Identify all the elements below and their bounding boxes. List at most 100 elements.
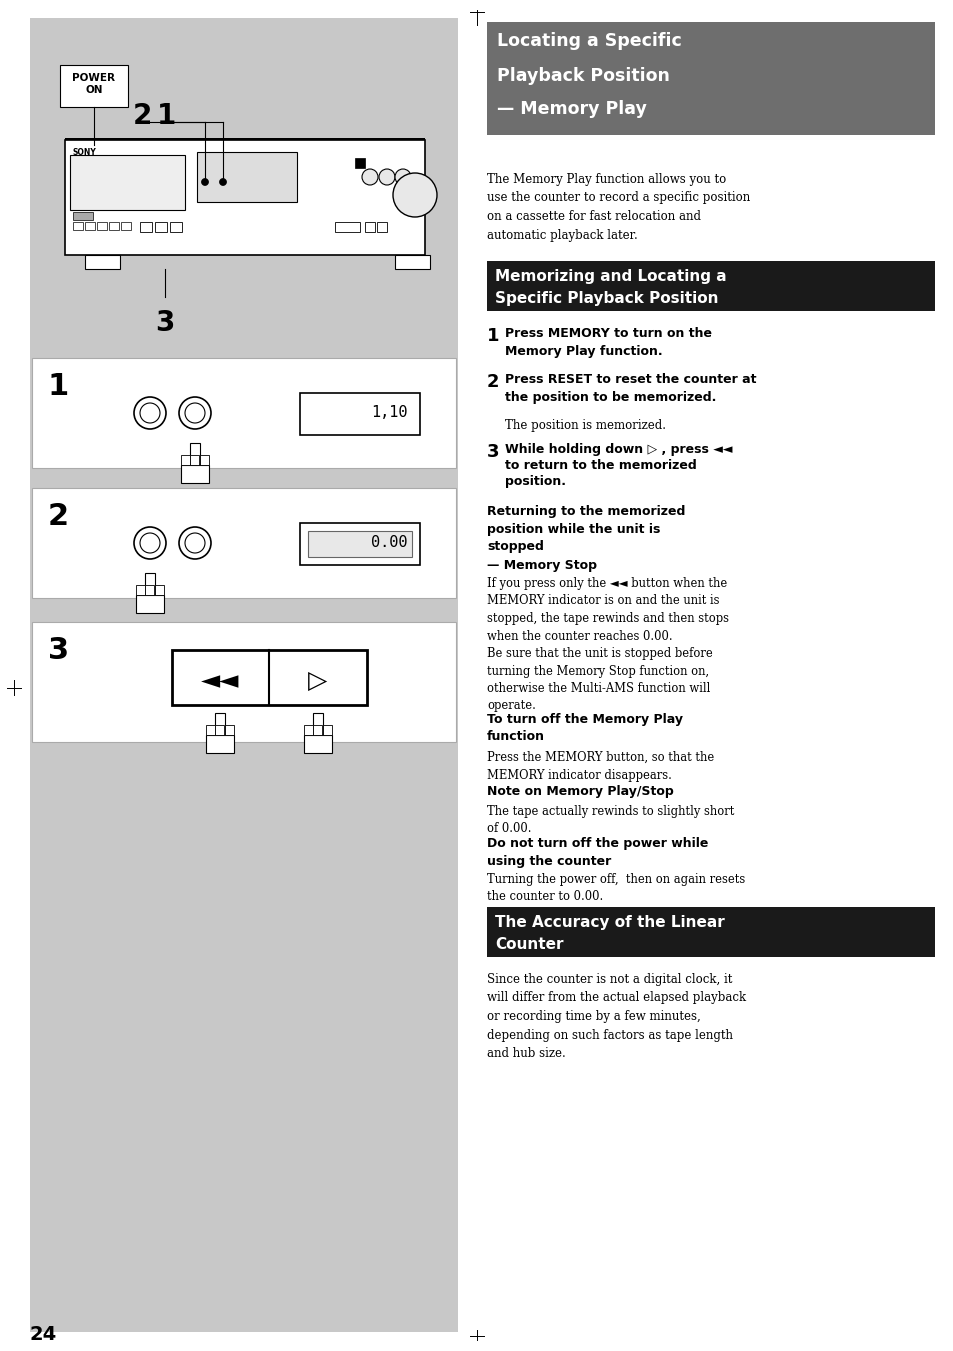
Bar — [85, 222, 95, 230]
Text: 2: 2 — [132, 101, 152, 130]
Text: 3: 3 — [486, 443, 499, 461]
Bar — [85, 255, 120, 269]
Bar — [136, 594, 164, 613]
Bar — [486, 22, 934, 135]
Text: Returning to the memorized
position while the unit is
stopped: Returning to the memorized position whil… — [486, 505, 684, 553]
Bar — [355, 158, 365, 168]
Text: Note on Memory Play/Stop: Note on Memory Play/Stop — [486, 785, 673, 798]
Bar — [121, 222, 131, 230]
Bar — [190, 455, 199, 465]
Bar — [154, 585, 164, 594]
Text: Press RESET to reset the counter at
the position to be memorized.: Press RESET to reset the counter at the … — [504, 373, 756, 404]
Circle shape — [395, 169, 411, 185]
Text: 3: 3 — [154, 309, 174, 336]
Text: POWER
ON: POWER ON — [72, 73, 115, 96]
Bar — [32, 358, 456, 467]
Bar — [395, 255, 430, 269]
Bar — [304, 735, 332, 753]
Circle shape — [361, 169, 377, 185]
Bar — [109, 222, 119, 230]
Circle shape — [185, 534, 205, 553]
Text: Since the counter is not a digital clock, it
will differ from the actual elapsed: Since the counter is not a digital clock… — [486, 973, 745, 1061]
Circle shape — [140, 403, 160, 423]
Bar — [299, 523, 419, 565]
Bar — [172, 650, 367, 705]
Text: 24: 24 — [30, 1325, 57, 1344]
Circle shape — [378, 169, 395, 185]
Bar — [225, 725, 233, 735]
Bar — [313, 713, 323, 735]
Circle shape — [201, 178, 209, 185]
Bar — [30, 18, 457, 1332]
Bar — [323, 725, 332, 735]
Text: Memorizing and Locating a: Memorizing and Locating a — [495, 269, 726, 284]
Text: The Accuracy of the Linear: The Accuracy of the Linear — [495, 915, 724, 929]
Circle shape — [140, 534, 160, 553]
Bar — [299, 393, 419, 435]
Text: Press the MEMORY button, so that the
MEMORY indicator disappears.: Press the MEMORY button, so that the MEM… — [486, 751, 714, 781]
Text: The Memory Play function allows you to
use the counter to record a specific posi: The Memory Play function allows you to u… — [486, 173, 749, 242]
Bar — [145, 585, 153, 594]
Circle shape — [219, 178, 226, 185]
Bar — [65, 138, 424, 141]
Bar — [200, 455, 209, 465]
Text: 3: 3 — [48, 636, 69, 665]
Bar — [65, 141, 424, 255]
Text: SONY: SONY — [73, 149, 96, 157]
Circle shape — [393, 173, 436, 218]
Text: ◄◄: ◄◄ — [200, 669, 239, 693]
Bar — [70, 155, 185, 209]
Text: Specific Playback Position: Specific Playback Position — [495, 290, 718, 305]
Bar — [181, 455, 190, 465]
Bar — [206, 725, 214, 735]
Bar — [214, 725, 224, 735]
Text: Playback Position: Playback Position — [497, 68, 669, 85]
Text: ▷: ▷ — [308, 669, 327, 693]
Bar — [170, 222, 182, 232]
Bar — [196, 153, 296, 203]
Circle shape — [133, 527, 166, 559]
Text: 1: 1 — [157, 101, 176, 130]
Text: If you press only the ◄◄ button when the
MEMORY indicator is on and the unit is
: If you press only the ◄◄ button when the… — [486, 577, 728, 712]
Bar — [486, 261, 934, 311]
Bar — [308, 531, 412, 557]
Bar — [32, 621, 456, 742]
Text: 1: 1 — [48, 372, 70, 401]
Bar — [181, 465, 209, 484]
Bar — [140, 222, 152, 232]
Text: — Memory Play: — Memory Play — [497, 100, 646, 118]
Bar — [73, 212, 92, 220]
Circle shape — [179, 527, 211, 559]
Text: Locating a Specific: Locating a Specific — [497, 32, 681, 50]
Bar — [97, 222, 107, 230]
Text: 2: 2 — [48, 503, 69, 531]
Bar — [365, 222, 375, 232]
Text: Press MEMORY to turn on the
Memory Play function.: Press MEMORY to turn on the Memory Play … — [504, 327, 711, 358]
Bar — [190, 443, 200, 465]
Text: Counter: Counter — [495, 938, 563, 952]
Text: 1,10: 1,10 — [371, 405, 408, 420]
Text: to return to the memorized: to return to the memorized — [504, 459, 696, 471]
Bar — [376, 222, 387, 232]
Bar — [60, 65, 128, 107]
Bar — [304, 725, 313, 735]
Circle shape — [185, 403, 205, 423]
Bar — [335, 222, 359, 232]
Text: 0.00: 0.00 — [371, 535, 408, 550]
Bar — [73, 222, 83, 230]
Circle shape — [133, 397, 166, 430]
Bar — [145, 573, 154, 594]
Bar — [313, 725, 322, 735]
Bar — [32, 488, 456, 598]
Text: 1: 1 — [486, 327, 499, 345]
Text: — Memory Stop: — Memory Stop — [486, 559, 597, 571]
Bar — [486, 907, 934, 957]
Bar — [154, 222, 167, 232]
Bar — [206, 735, 233, 753]
Circle shape — [179, 397, 211, 430]
Text: The tape actually rewinds to slightly short
of 0.00.: The tape actually rewinds to slightly sh… — [486, 805, 734, 835]
Text: While holding down ▷ , press ◄◄: While holding down ▷ , press ◄◄ — [504, 443, 732, 457]
Text: position.: position. — [504, 476, 565, 488]
Text: To turn off the Memory Play
function: To turn off the Memory Play function — [486, 713, 682, 743]
Bar — [214, 713, 225, 735]
